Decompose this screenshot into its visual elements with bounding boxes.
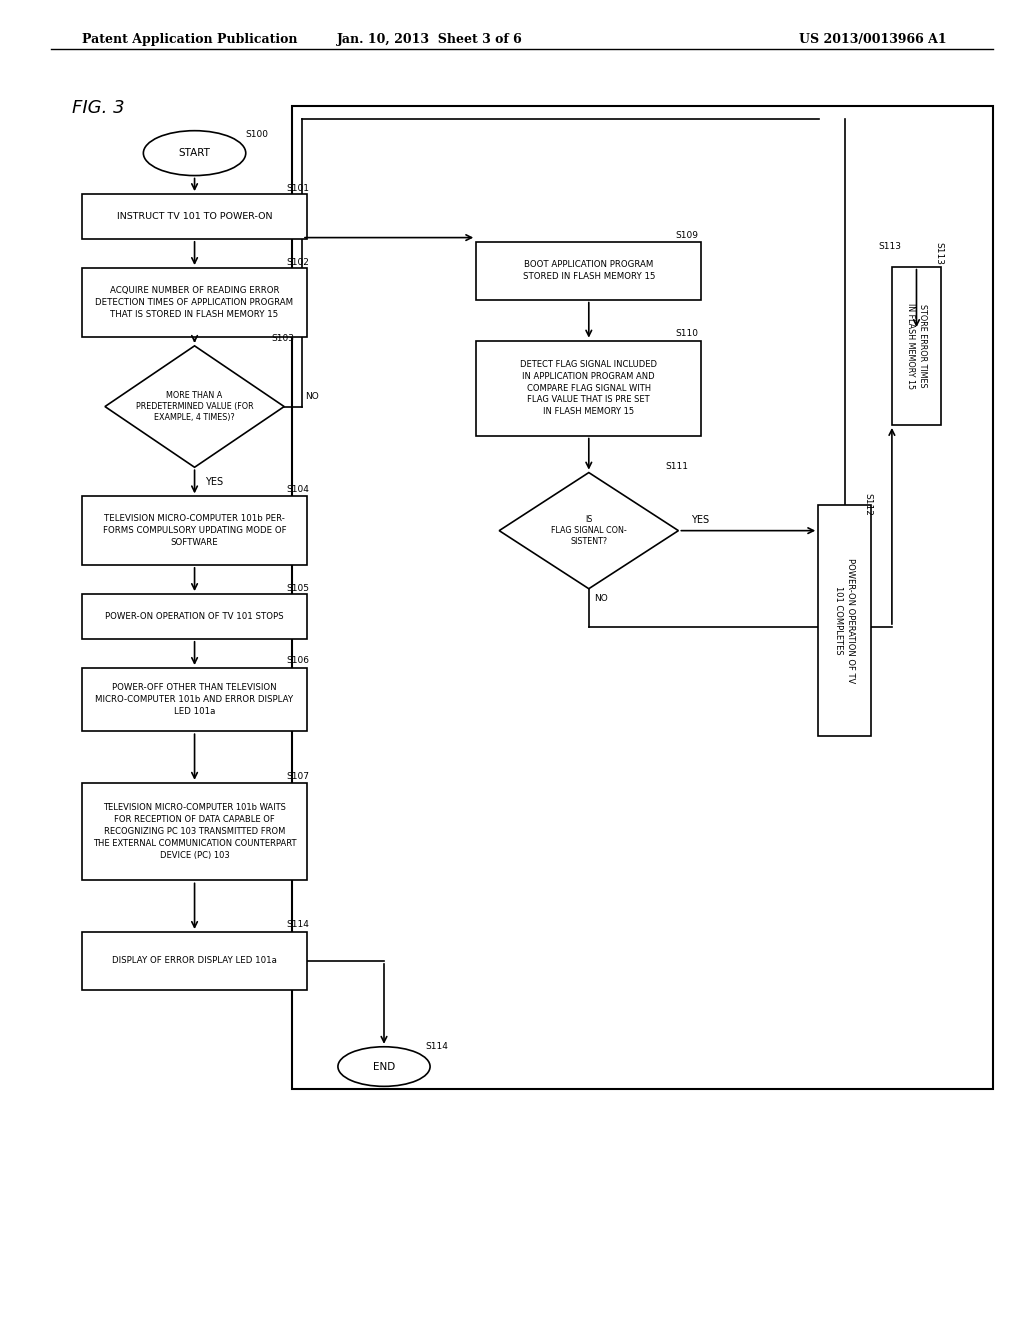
Text: US 2013/0013966 A1: US 2013/0013966 A1 (799, 33, 946, 46)
Text: END: END (373, 1061, 395, 1072)
Text: S100: S100 (246, 129, 268, 139)
Text: S113: S113 (879, 242, 901, 251)
Text: FIG. 3: FIG. 3 (72, 99, 124, 117)
Ellipse shape (338, 1047, 430, 1086)
Text: S106: S106 (287, 656, 309, 665)
Text: START: START (178, 148, 211, 158)
Text: Patent Application Publication: Patent Application Publication (82, 33, 297, 46)
Text: TELEVISION MICRO-COMPUTER 101b PER-
FORMS COMPULSORY UPDATING MODE OF
SOFTWARE: TELEVISION MICRO-COMPUTER 101b PER- FORM… (102, 515, 287, 546)
Text: STORE ERROR TIMES
IN FLASH MEMORY 15: STORE ERROR TIMES IN FLASH MEMORY 15 (906, 302, 927, 389)
Polygon shape (499, 473, 678, 589)
Bar (82, 268, 307, 337)
Text: S114: S114 (287, 920, 309, 929)
Text: NO: NO (305, 392, 318, 401)
Text: BOOT APPLICATION PROGRAM
STORED IN FLASH MEMORY 15: BOOT APPLICATION PROGRAM STORED IN FLASH… (522, 260, 655, 281)
Text: MORE THAN A
PREDETERMINED VALUE (FOR
EXAMPLE, 4 TIMES)?: MORE THAN A PREDETERMINED VALUE (FOR EXA… (136, 391, 253, 422)
Text: S111: S111 (666, 462, 688, 471)
Text: S110: S110 (676, 329, 698, 338)
Bar (818, 506, 871, 737)
Bar (82, 668, 307, 731)
Text: TELEVISION MICRO-COMPUTER 101b WAITS
FOR RECEPTION OF DATA CAPABLE OF
RECOGNIZIN: TELEVISION MICRO-COMPUTER 101b WAITS FOR… (93, 804, 296, 859)
Text: S114: S114 (425, 1041, 447, 1051)
Text: YES: YES (691, 515, 710, 525)
Text: POWER-OFF OTHER THAN TELEVISION
MICRO-COMPUTER 101b AND ERROR DISPLAY
LED 101a: POWER-OFF OTHER THAN TELEVISION MICRO-CO… (95, 684, 294, 715)
Text: DETECT FLAG SIGNAL INCLUDED
IN APPLICATION PROGRAM AND
COMPARE FLAG SIGNAL WITH
: DETECT FLAG SIGNAL INCLUDED IN APPLICATI… (520, 360, 657, 416)
Text: INSTRUCT TV 101 TO POWER-ON: INSTRUCT TV 101 TO POWER-ON (117, 213, 272, 220)
Bar (476, 242, 701, 300)
Text: S112: S112 (863, 492, 872, 516)
Bar (476, 341, 701, 436)
Text: S105: S105 (287, 583, 309, 593)
Text: ACQUIRE NUMBER OF READING ERROR
DETECTION TIMES OF APPLICATION PROGRAM
THAT IS S: ACQUIRE NUMBER OF READING ERROR DETECTIO… (95, 286, 294, 318)
Bar (82, 594, 307, 639)
Bar (82, 496, 307, 565)
Text: NO: NO (594, 594, 607, 603)
Text: S113: S113 (934, 242, 943, 265)
Text: IS
FLAG SIGNAL CON-
SISTENT?: IS FLAG SIGNAL CON- SISTENT? (551, 515, 627, 546)
Text: POWER-ON OPERATION OF TV 101 STOPS: POWER-ON OPERATION OF TV 101 STOPS (105, 612, 284, 620)
Polygon shape (105, 346, 284, 467)
Text: S102: S102 (287, 257, 309, 267)
Text: S107: S107 (287, 772, 309, 781)
Text: S103: S103 (271, 334, 294, 343)
Bar (892, 267, 941, 425)
Bar (292, 106, 993, 1089)
Bar (82, 783, 307, 880)
Bar (82, 194, 307, 239)
Text: YES: YES (205, 477, 223, 487)
Text: S109: S109 (676, 231, 698, 240)
Ellipse shape (143, 131, 246, 176)
Text: S101: S101 (287, 183, 309, 193)
Text: POWER-ON OPERATION OF TV
101 COMPLETES: POWER-ON OPERATION OF TV 101 COMPLETES (835, 558, 855, 682)
Bar (82, 932, 307, 990)
Text: S104: S104 (287, 484, 309, 494)
Text: DISPLAY OF ERROR DISPLAY LED 101a: DISPLAY OF ERROR DISPLAY LED 101a (112, 957, 278, 965)
Text: Jan. 10, 2013  Sheet 3 of 6: Jan. 10, 2013 Sheet 3 of 6 (337, 33, 523, 46)
